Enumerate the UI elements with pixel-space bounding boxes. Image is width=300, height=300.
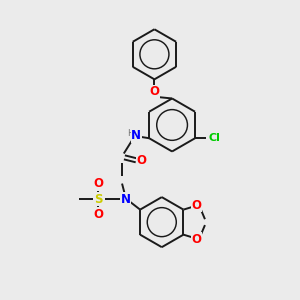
Text: N: N (131, 129, 141, 142)
Text: N: N (121, 193, 130, 206)
Text: Cl: Cl (209, 133, 221, 143)
Text: O: O (192, 232, 202, 246)
Text: O: O (192, 199, 202, 212)
Text: O: O (94, 177, 103, 190)
Text: H: H (127, 129, 134, 138)
Text: O: O (94, 208, 103, 221)
Text: O: O (136, 154, 146, 167)
Text: S: S (94, 193, 103, 206)
Text: O: O (149, 85, 159, 98)
